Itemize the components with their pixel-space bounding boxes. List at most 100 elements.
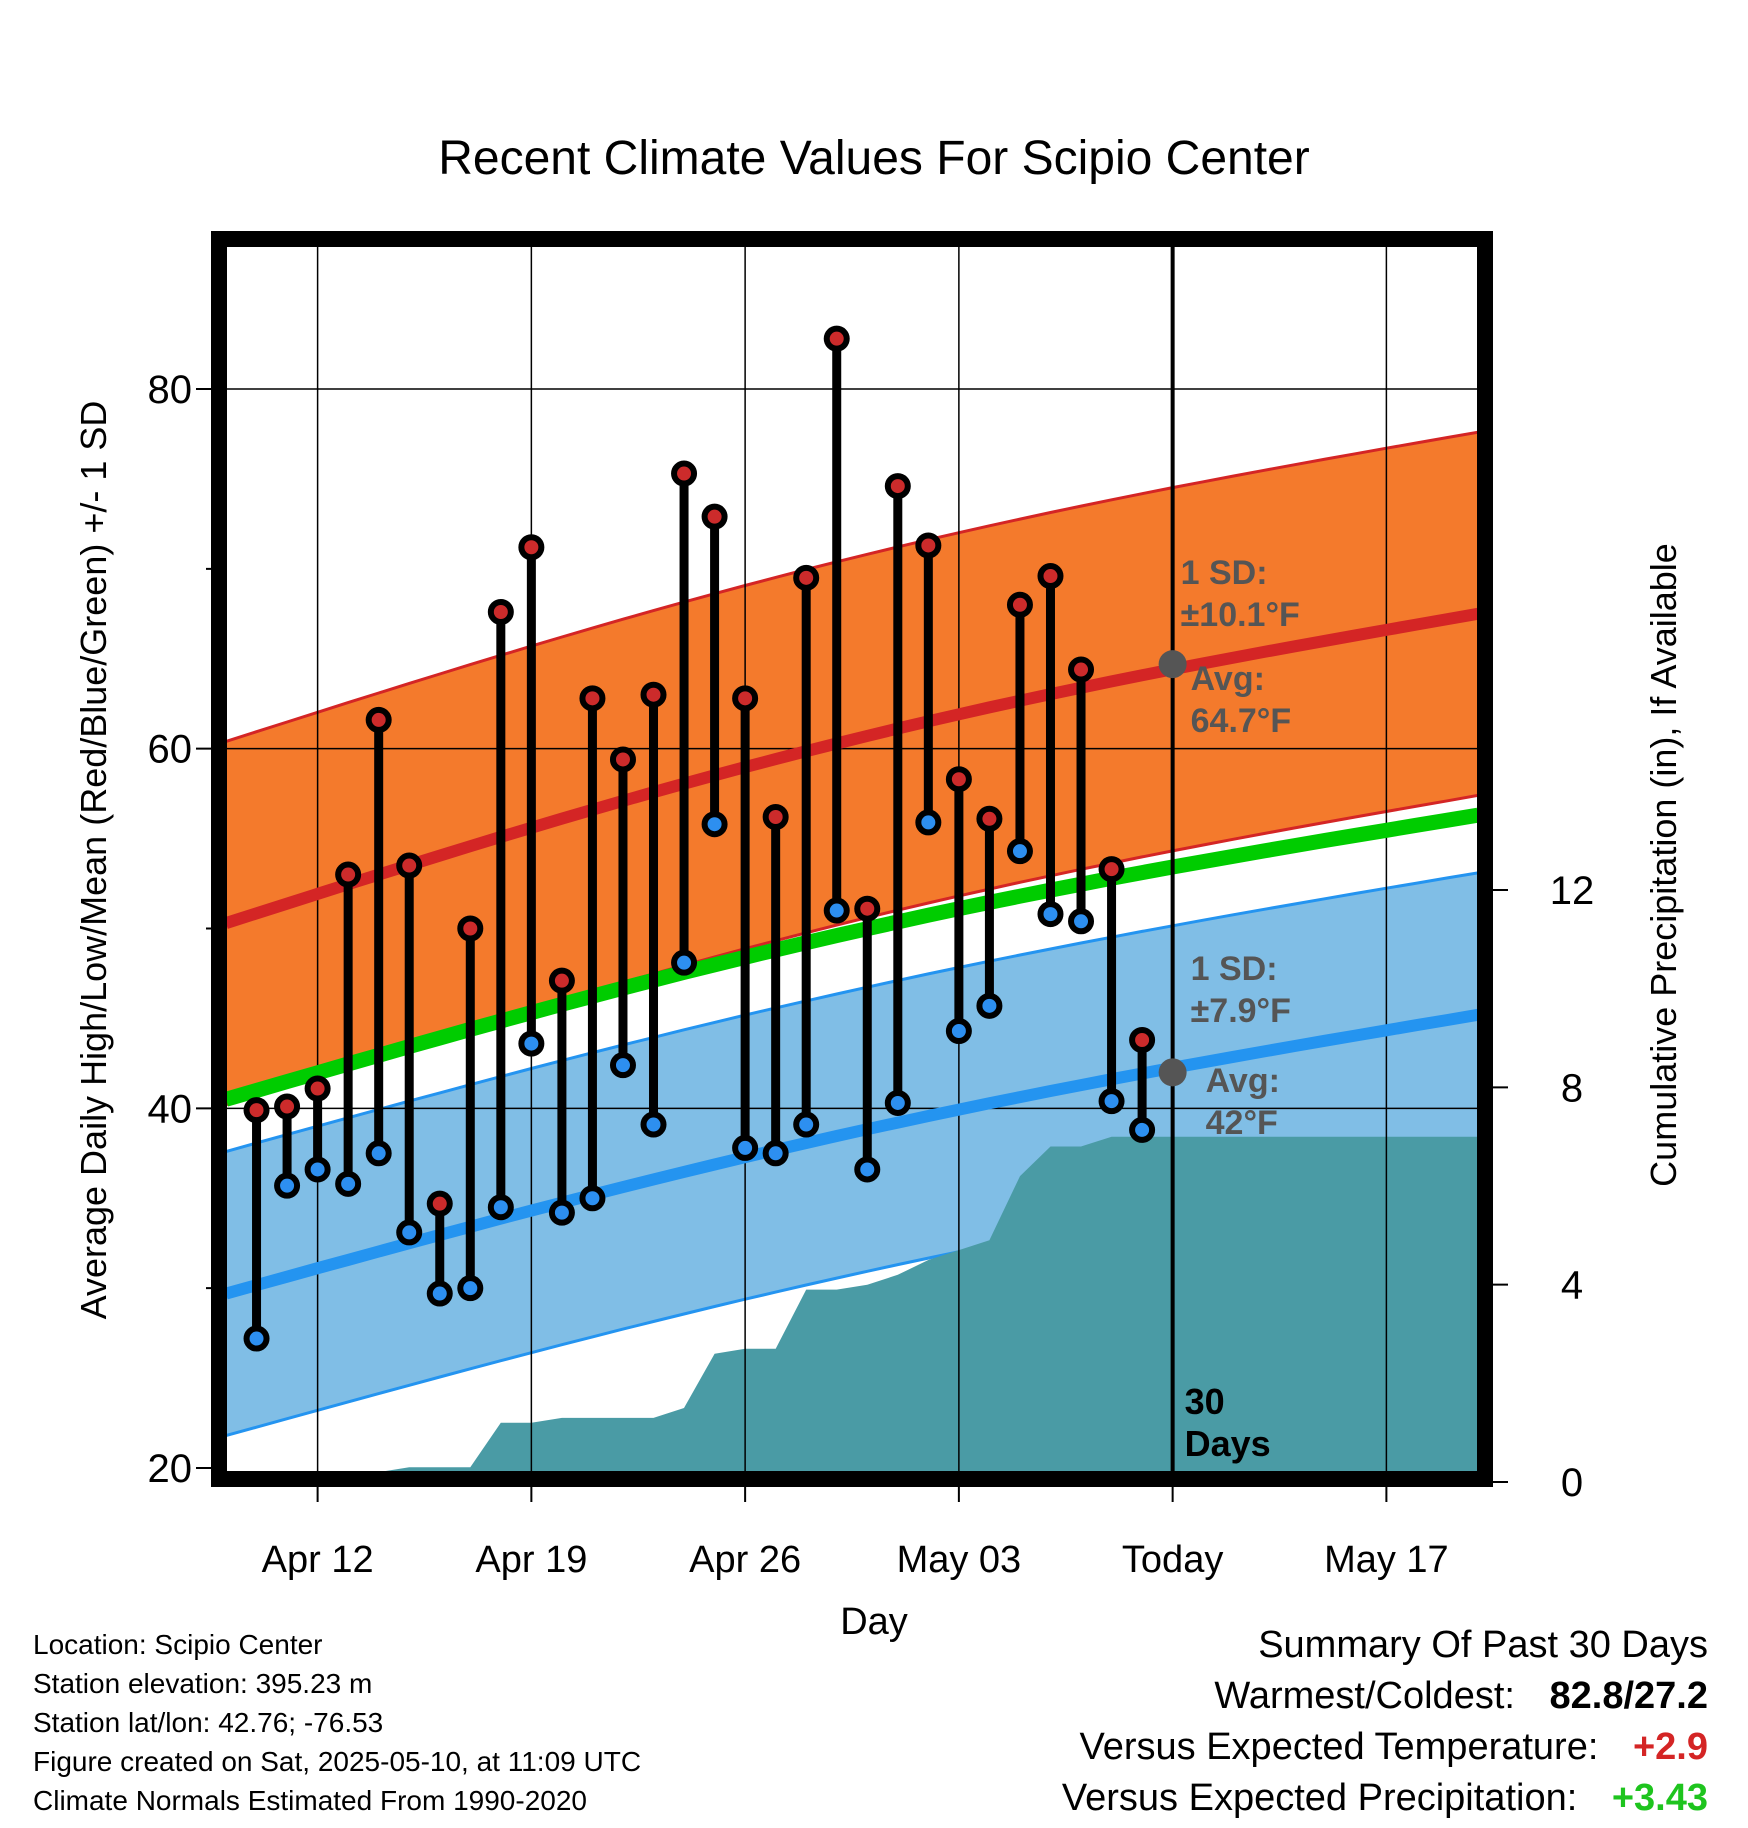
high-point <box>335 861 362 888</box>
x-tick-label: May 17 <box>1324 1539 1449 1581</box>
high-point <box>945 766 972 793</box>
station-info: Location: Scipio Center Station elevatio… <box>33 1625 641 1820</box>
x-tick-label: Apr 26 <box>689 1539 801 1581</box>
high-point <box>701 503 728 530</box>
low-point <box>579 1185 606 1212</box>
low-point <box>609 1052 636 1079</box>
low-point <box>1098 1088 1125 1115</box>
low-point <box>793 1111 820 1138</box>
precip-departure-value: +3.43 <box>1611 1777 1708 1819</box>
low-point <box>487 1194 514 1221</box>
high-point <box>396 852 423 879</box>
low-point <box>884 1089 911 1116</box>
low-point <box>823 897 850 924</box>
low-sd-annotation-1: ±7.9°F <box>1191 992 1291 1030</box>
precip-area <box>379 1136 1478 1472</box>
low-point <box>1068 908 1095 935</box>
high-point <box>274 1093 301 1120</box>
high-point <box>487 598 514 625</box>
high-avg-marker <box>1158 650 1187 679</box>
normal-high-line <box>226 607 1478 929</box>
high-point <box>426 1190 453 1217</box>
normal-low-line <box>226 1008 1478 1300</box>
low-avg-annotation-0: Avg: <box>1206 1062 1280 1100</box>
warmest-coldest-value: 82.8/27.2 <box>1549 1675 1708 1717</box>
plot-frame <box>211 231 1493 1487</box>
high-sd-annotation-1: ±10.1°F <box>1181 596 1300 634</box>
temp-departure-row: Versus Expected Temperature: +2.9 <box>1062 1722 1708 1773</box>
high-point <box>518 534 545 561</box>
low-point <box>548 1199 575 1226</box>
low-avg-marker <box>1158 1058 1187 1087</box>
low-point <box>304 1156 331 1183</box>
x-tick-label: Apr 19 <box>475 1539 587 1581</box>
high-point <box>365 706 392 733</box>
x-tick-label: May 03 <box>897 1539 1022 1581</box>
elevation-text: Station elevation: 395.23 m <box>33 1668 373 1699</box>
low-point <box>762 1140 789 1167</box>
location-text: Location: Scipio Center <box>33 1629 323 1660</box>
high-point <box>640 681 667 708</box>
normals-text: Climate Normals Estimated From 1990-2020 <box>33 1785 587 1816</box>
high-point <box>548 967 575 994</box>
low-point <box>396 1219 423 1246</box>
high-point <box>1129 1026 1156 1053</box>
high-point <box>457 915 484 942</box>
warmest-coldest-label: Warmest/Coldest: <box>1214 1675 1515 1717</box>
y-tick-label: 60 <box>148 728 193 772</box>
high-point <box>671 460 698 487</box>
high-point <box>854 895 881 922</box>
high-point <box>609 746 636 773</box>
low-point <box>671 949 698 976</box>
low-point <box>1129 1116 1156 1143</box>
chart-title: Recent Climate Values For Scipio Center <box>438 132 1309 185</box>
x-tick-label: Apr 12 <box>262 1539 374 1581</box>
warmest-coldest-row: Warmest/Coldest: 82.8/27.2 <box>1062 1671 1708 1722</box>
low-point <box>915 809 942 836</box>
temp-departure-value: +2.9 <box>1632 1726 1708 1768</box>
high-point <box>243 1097 270 1124</box>
high-point <box>976 805 1003 832</box>
high-point <box>579 685 606 712</box>
low-point <box>1037 901 1064 928</box>
low-point <box>243 1325 270 1352</box>
low-point <box>335 1170 362 1197</box>
high-sd-annotation-0: 1 SD: <box>1181 554 1268 592</box>
summary-heading: Summary Of Past 30 Days <box>1258 1624 1708 1666</box>
high-avg-annotation-0: Avg: <box>1191 660 1265 698</box>
low-sd-upper-line <box>226 871 1478 1153</box>
low-point <box>701 811 728 838</box>
y2-tick-label: 4 <box>1561 1264 1583 1308</box>
low-point <box>274 1172 301 1199</box>
low-point <box>457 1275 484 1302</box>
x-tick-label: Today <box>1122 1539 1223 1581</box>
created-text: Figure created on Sat, 2025-05-10, at 11… <box>33 1746 642 1777</box>
high-point <box>1098 856 1125 883</box>
low-point <box>854 1156 881 1183</box>
high-point <box>1037 563 1064 590</box>
high-point <box>762 804 789 831</box>
high-point <box>732 685 759 712</box>
y-tick-label: 40 <box>148 1087 193 1131</box>
precip-departure-label: Versus Expected Precipitation: <box>1061 1777 1578 1819</box>
y-tick-label: 20 <box>148 1447 193 1491</box>
low-sd-annotation-0: 1 SD: <box>1191 950 1278 988</box>
low-sd-band <box>226 872 1478 1436</box>
high-sd-upper-line <box>226 430 1478 743</box>
precip-departure-row: Versus Expected Precipitation: +3.43 <box>1062 1773 1708 1824</box>
latlon-text: Station lat/lon: 42.76; -76.53 <box>33 1707 384 1738</box>
low-point <box>365 1140 392 1167</box>
low-point <box>732 1134 759 1161</box>
y-axis-label: Average Daily High/Low/Mean (Red/Blue/Gr… <box>73 401 114 1320</box>
low-point <box>640 1111 667 1138</box>
high-sd-band <box>226 432 1478 1105</box>
y2-axis-label: Cumulative Precipitation (in), If Availa… <box>1643 543 1684 1187</box>
y-tick-label: 80 <box>148 368 193 412</box>
high-point <box>793 564 820 591</box>
axes: 20 40 60 80 0 4 8 12 Apr 12 Apr 19 Apr 26 May 03 Tod… <box>148 231 1594 1581</box>
high-point <box>1006 591 1033 618</box>
low-avg-annotation-1: 42°F <box>1206 1104 1278 1142</box>
high-avg-annotation-1: 64.7°F <box>1191 702 1292 740</box>
high-point <box>915 532 942 559</box>
